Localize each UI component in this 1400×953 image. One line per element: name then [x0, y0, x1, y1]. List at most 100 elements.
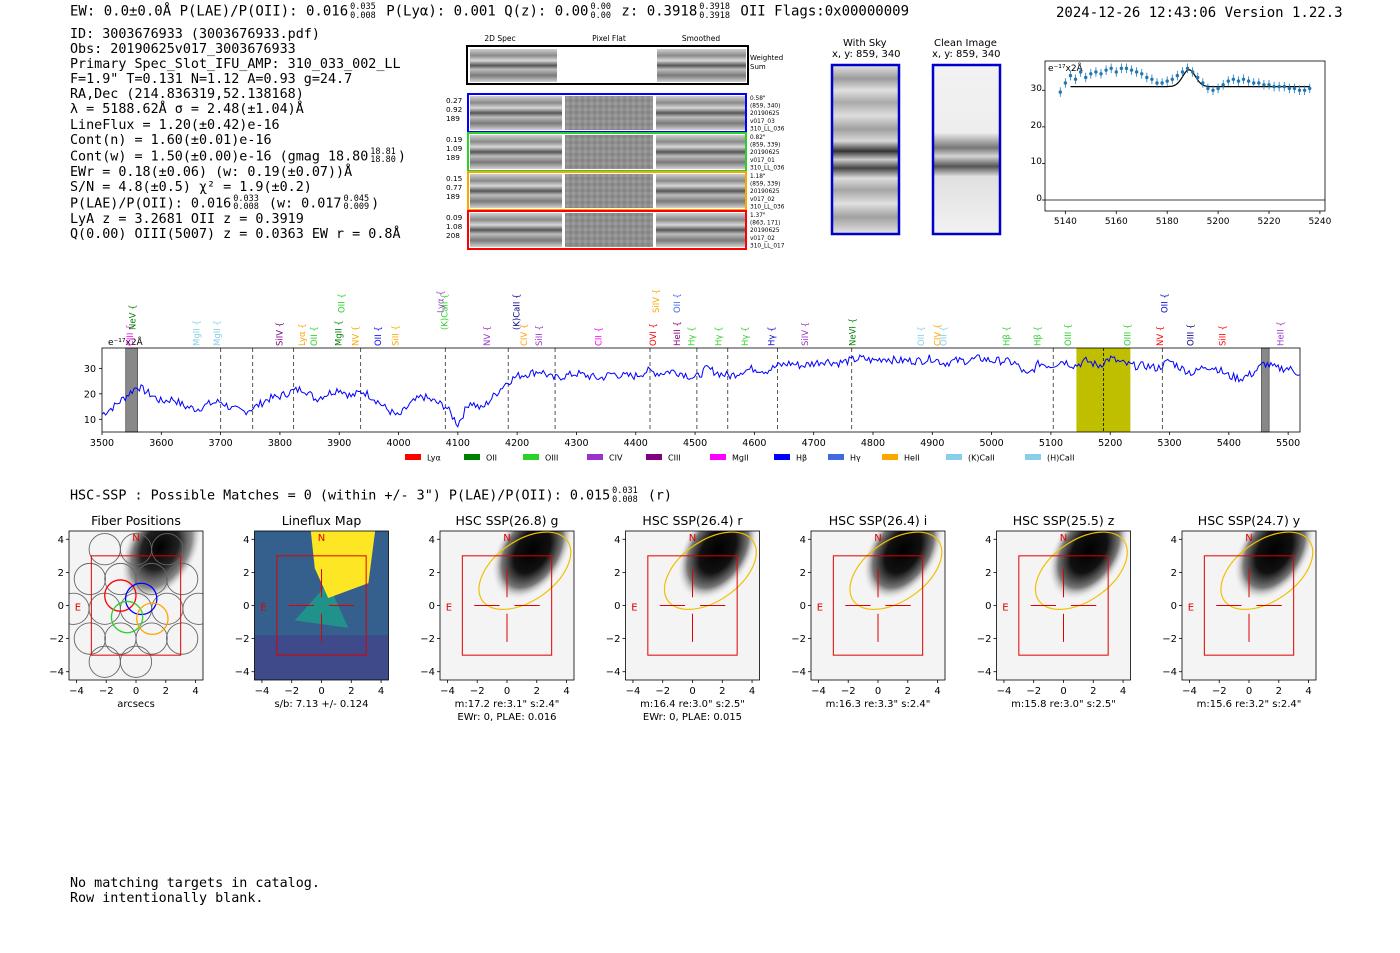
spectral-line-label: NV {	[351, 326, 361, 346]
zoom-xtick-label: 5220	[1258, 217, 1281, 227]
zoom-data-point	[1099, 72, 1103, 76]
info-fwhm: F=1.9" T=0.131 N=1.12 A=0.93 g=24.7	[70, 72, 353, 88]
spectral-line-label: MgII {	[192, 320, 202, 346]
panel-xtick-label: 0	[875, 686, 881, 697]
panel-xtick-label: −2	[99, 686, 114, 697]
cutout-right-value: v017_02	[750, 236, 775, 242]
panel-xtick-label: 4	[934, 686, 940, 697]
panel-xtick-label: −4	[626, 686, 641, 697]
with-sky-image	[830, 63, 901, 236]
info-obs: Obs: 20190625v017_3003676933	[70, 42, 296, 58]
panel-ytick-label: 2	[1171, 568, 1177, 579]
cutout-right-value: 310_LL_036	[750, 126, 785, 132]
zoom-data-point	[1292, 86, 1297, 91]
info-radec: RA,Dec (214.836319,52.138168)	[70, 87, 304, 103]
panel-xtick-label: 4	[192, 686, 198, 697]
cutout-col-smoothed: Smoothed	[682, 34, 721, 43]
galaxy-blob	[491, 531, 573, 601]
east-label: E	[1188, 602, 1194, 613]
north-label: N	[874, 533, 881, 544]
panel-xtick-label: 0	[1060, 686, 1066, 697]
zoom-data-point	[1068, 73, 1073, 78]
spectral-line-label: OII {	[338, 293, 348, 313]
panel-img-6: HSC SSP(25.5) z N E −4 −4 −2 −2 0 0 2 2 4 4 m:15.8 re…	[977, 513, 1131, 710]
zoom-data-point	[1150, 77, 1154, 81]
panel-caption-2: EWr: 0, PLAE: 0.016	[457, 712, 556, 723]
spectral-line-label: Hγ {	[768, 326, 778, 346]
detection-info: ID: 3003676933 (3003676933.pdf) Obs: 201…	[70, 27, 406, 242]
panel-ytick-label: −2	[49, 634, 64, 645]
info-cont-n: Cont(n) = 1.60(±0.01)e-16	[70, 132, 272, 148]
north-label: N	[132, 533, 139, 544]
zoom-data-point	[1165, 79, 1169, 83]
fiber-circle	[135, 622, 168, 655]
panel-xtick-label: 2	[1090, 686, 1096, 697]
panel-xtick-label: −4	[440, 686, 455, 697]
spectral-line-label: CIV {	[934, 324, 944, 346]
cutout-right-value: (859, 339)	[750, 143, 780, 149]
sky-clean-images	[830, 63, 1002, 236]
cutout-right-value: 20190625	[750, 228, 780, 234]
info-cont-w: Cont(w) = 1.50(±0.00)e-16 (gmag 18.80 18.…	[70, 146, 406, 166]
spectral-line-label: Hγ {	[714, 326, 724, 346]
legend-label: Hβ	[796, 454, 807, 463]
spectral-line-label: OII {	[310, 326, 320, 346]
spectra-cutouts: 2D Spec Pixel Flat Smoothed Weighted Sum …	[446, 34, 785, 250]
panel-title: HSC SSP(26.8) g	[456, 513, 559, 528]
panel-ytick-label: 4	[1171, 535, 1177, 546]
spectrum-xtick-label: 4100	[446, 438, 470, 449]
spectrum-flux-line	[101, 354, 1300, 428]
spectrum-xtick-label: 4200	[505, 438, 529, 449]
zoom-data-point	[1297, 88, 1302, 92]
zoom-xtick-label: 5160	[1105, 217, 1128, 227]
panel-title: HSC SSP(26.4) r	[642, 513, 743, 528]
panel-caption: m:15.6 re:3.2" s:2.4"	[1197, 699, 1302, 710]
panel-ytick-label: 0	[243, 601, 249, 612]
east-label: E	[1002, 602, 1008, 613]
panel-xtick-label: 4	[1120, 686, 1126, 697]
fiber-highlight	[124, 582, 158, 616]
cutout-right-value: 310_LL_017	[750, 243, 785, 249]
zoom-data-point	[1241, 77, 1246, 81]
legend-label: (H)CaII	[1047, 454, 1074, 463]
spectrum-masked-region	[125, 347, 138, 433]
panel-xtick-label: 2	[719, 686, 725, 697]
legend-label: MgII	[732, 454, 749, 463]
cutout-pixelflat	[565, 174, 653, 208]
info-sn: S/N = 4.8(±0.5) χ² = 1.9(±0.2)	[70, 179, 312, 195]
panel-xtick-label: −4	[997, 686, 1012, 697]
clean-image	[931, 63, 1002, 236]
spectrum-legend-item: CIII	[646, 454, 681, 463]
legend-label: Lyα	[427, 454, 441, 463]
spectrum-xtick-label: 3600	[149, 438, 173, 449]
zoom-data-point	[1308, 86, 1312, 91]
zoom-data-point	[1226, 79, 1230, 83]
line-fit-chart: 5140 5160 5180 5200 5220 5240 e⁻¹⁷x2Å	[1042, 60, 1332, 227]
cutout-right-value: v017_02	[750, 197, 775, 203]
cutout-right-value: (863, 171)	[750, 221, 780, 227]
info-primary-spec: Primary Spec_Slot_IFU_AMP: 310_033_002_L…	[70, 57, 401, 73]
spectrum-legend-item: (H)CaII	[1025, 454, 1074, 463]
cutout-2dspec	[470, 213, 562, 247]
spectral-line-label: CIII {	[126, 324, 136, 346]
zoom-data-point	[1277, 84, 1281, 89]
spectral-line-label: OIII {	[1064, 324, 1074, 346]
spectral-line-label: OVI {	[649, 323, 659, 346]
panel-ytick-label: −4	[606, 667, 621, 678]
spectrum-xtick-label: 5500	[1276, 438, 1300, 449]
fiber-circle	[166, 562, 199, 596]
panel-flux-2: Lineflux Map N E −4 −4 −2 −2 0 0 2 2 4 4 s/b: 7.13 +/…	[235, 513, 389, 710]
imaging-panels: Fiber Positions N E −4 −4 −2 −2 0 0 2 2 4 4 arcsecs Li…	[49, 513, 1317, 723]
flux-low-region	[254, 635, 389, 680]
ellipse-aperture	[478, 531, 572, 610]
panel-ytick-label: 0	[985, 601, 991, 612]
zoom-data-point	[1124, 66, 1129, 71]
cutout-pixelflat	[565, 135, 653, 169]
legend-swatch	[405, 454, 421, 460]
cutout-right-value: 0.82"	[750, 135, 766, 141]
panel-ytick-label: −4	[791, 667, 806, 678]
cutout-left-value: 208	[446, 231, 460, 240]
panel-xtick-label: 4	[563, 686, 569, 697]
spectral-line-label: OII {	[673, 293, 683, 313]
